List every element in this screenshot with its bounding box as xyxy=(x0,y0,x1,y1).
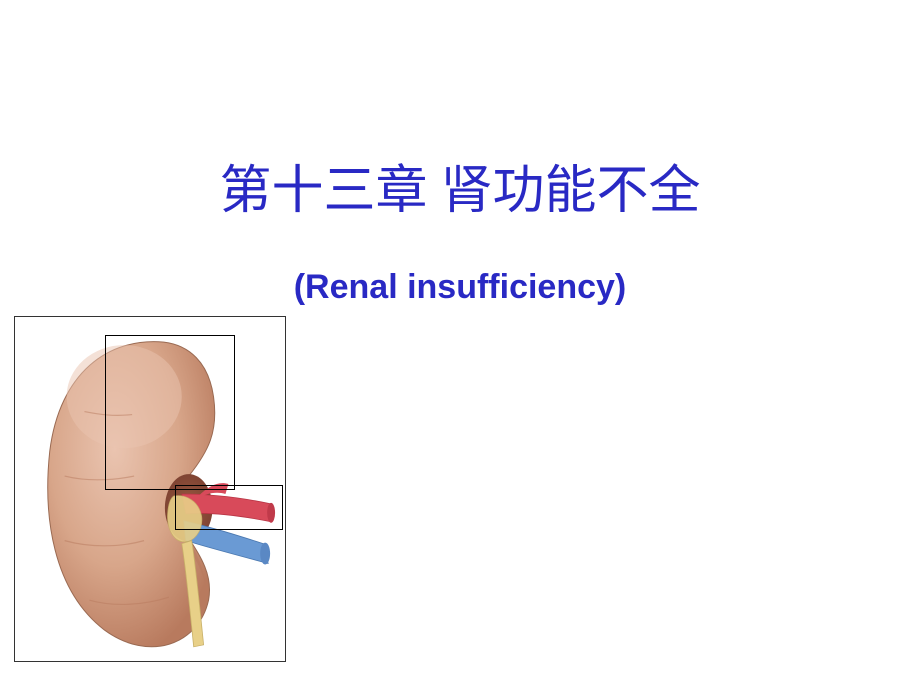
slide-title: 第十三章 肾功能不全 xyxy=(0,148,920,223)
slide-subtitle: (Renal insufficiency) xyxy=(0,268,920,307)
callout-box-hilum xyxy=(175,485,283,530)
kidney-illustration xyxy=(14,316,286,662)
callout-box-upper xyxy=(105,335,235,490)
